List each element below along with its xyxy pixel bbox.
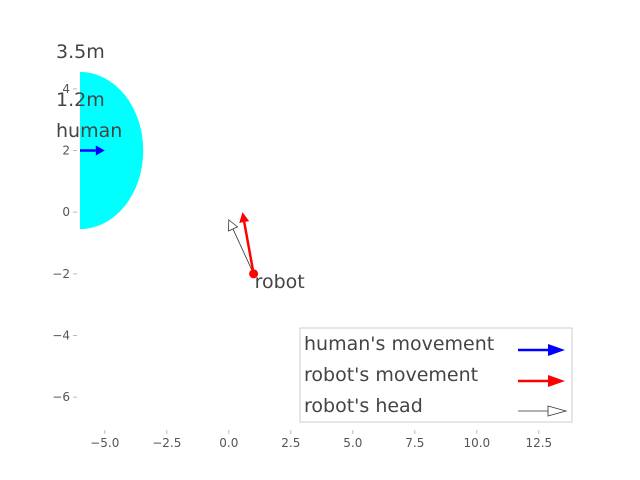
- legend-label-robot-movement: robot's movement: [304, 364, 478, 386]
- radius-outer-label: 3.5m: [56, 41, 105, 63]
- legend-swatch-robot-movement-head: [548, 375, 565, 387]
- x-tick-label: −2.5: [152, 436, 181, 450]
- legend-swatch-human-movement-head: [548, 344, 565, 356]
- robot-movement-arrowhead: [239, 212, 250, 223]
- radius-inner-label: 1.2m: [56, 89, 105, 111]
- x-tick-label: 2.5: [281, 436, 300, 450]
- robot-head-arrowhead: [228, 219, 239, 232]
- legend-swatch-robot-head-tip: [547, 405, 568, 417]
- y-tick-label: 4: [62, 82, 70, 96]
- y-tick-label: −6: [52, 390, 70, 404]
- legend: human's movement robot's movement robot'…: [299, 327, 573, 423]
- x-tick-label: 5.0: [343, 436, 362, 450]
- x-tick-label: 12.5: [525, 436, 552, 450]
- human-safety-zone: [80, 71, 144, 230]
- robot-label: robot: [255, 271, 305, 293]
- y-tick-label: −4: [52, 329, 70, 343]
- human-label: human: [56, 120, 122, 142]
- x-tick-label: 7.5: [405, 436, 424, 450]
- legend-label-robot-head: robot's head: [304, 395, 423, 417]
- robot-movement-arrow: [242, 221, 255, 275]
- y-tick-label: −2: [52, 267, 70, 281]
- legend-label-human-movement: human's movement: [304, 333, 494, 355]
- x-tick-label: 10.0: [463, 436, 490, 450]
- x-tick-label: −5.0: [90, 436, 119, 450]
- x-axis-ticks: −5.0 −2.5 0.0 2.5 5.0 7.5 10.0 12.5: [90, 430, 552, 450]
- legend-frame: [299, 327, 573, 423]
- robot-position-point: [249, 269, 259, 279]
- y-axis-ticks: −6 −4 −2 0 2 4: [52, 82, 77, 404]
- x-tick-label: 0.0: [219, 436, 238, 450]
- human-movement-arrowhead: [95, 145, 105, 156]
- y-tick-label: 0: [62, 205, 70, 219]
- y-tick-label: 2: [62, 144, 70, 158]
- robot-head-arrow: [232, 228, 254, 275]
